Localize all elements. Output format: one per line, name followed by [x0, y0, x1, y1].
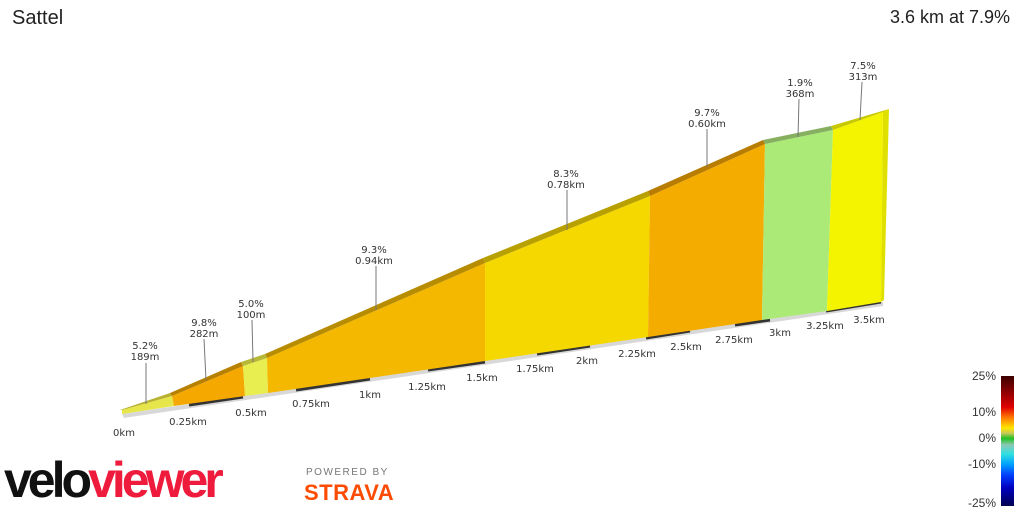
svg-text:2.75km: 2.75km	[715, 335, 753, 346]
svg-text:7.5%: 7.5%	[850, 61, 875, 72]
segment-7	[762, 130, 833, 320]
svg-text:3.25km: 3.25km	[806, 321, 844, 332]
svg-text:0.94km: 0.94km	[355, 256, 393, 267]
svg-text:0.75km: 0.75km	[292, 399, 330, 410]
svg-text:0.60km: 0.60km	[688, 119, 726, 130]
veloviewer-logo[interactable]: veloviewer	[4, 452, 224, 508]
svg-text:313m: 313m	[849, 72, 878, 83]
svg-text:1.9%: 1.9%	[787, 78, 812, 89]
svg-text:100m: 100m	[237, 310, 266, 321]
svg-text:8.3%: 8.3%	[553, 169, 578, 180]
svg-text:9.3%: 9.3%	[361, 245, 386, 256]
climb-title: Sattel	[12, 7, 64, 29]
svg-text:1.25km: 1.25km	[408, 382, 446, 393]
strava-logo[interactable]: STRAVA	[304, 480, 395, 505]
logo-viewer: viewer	[88, 452, 224, 508]
svg-text:3km: 3km	[769, 328, 791, 339]
gradient-color-scale	[1001, 376, 1014, 506]
svg-text:1.75km: 1.75km	[516, 364, 554, 375]
segment-4	[267, 263, 485, 393]
svg-text:3.5km: 3.5km	[853, 315, 884, 326]
powered-by-label: POWERED BY	[306, 467, 389, 478]
legend-label-max: 25%	[971, 369, 996, 383]
svg-text:9.8%: 9.8%	[191, 318, 216, 329]
svg-text:0.5km: 0.5km	[235, 408, 266, 419]
svg-text:2.5km: 2.5km	[670, 342, 701, 353]
segment-1	[122, 396, 174, 414]
legend-label-neg10: -10%	[967, 457, 996, 471]
svg-text:1km: 1km	[359, 390, 381, 401]
svg-text:368m: 368m	[786, 89, 815, 100]
segment-3	[243, 358, 268, 396]
svg-text:0.78km: 0.78km	[547, 180, 585, 191]
svg-text:5.2%: 5.2%	[132, 341, 157, 352]
svg-text:282m: 282m	[190, 329, 219, 340]
svg-text:2.25km: 2.25km	[618, 349, 656, 360]
segment-6	[648, 144, 765, 337]
climb-summary: 3.6 km at 7.9%	[889, 7, 1010, 27]
svg-text:1.5km: 1.5km	[466, 373, 497, 384]
svg-text:0.25km: 0.25km	[169, 417, 207, 428]
callout-lines	[145, 81, 863, 404]
legend-label-0: 0%	[978, 431, 996, 445]
segments	[122, 112, 883, 414]
gradient-legend: 25% 10% 0% -10% -25%	[960, 369, 1024, 512]
svg-text:5.0%: 5.0%	[238, 299, 263, 310]
segment-8	[827, 112, 883, 311]
svg-text:189m: 189m	[131, 352, 160, 363]
svg-text:9.7%: 9.7%	[694, 108, 719, 119]
logo-velo: velo	[4, 452, 92, 508]
segment-5	[485, 196, 650, 361]
segment-labels: 5.2% 189m 9.8% 282m 5.0% 100m 9.3% 0.94k…	[131, 61, 878, 363]
legend-label-min: -25%	[967, 496, 996, 510]
x-axis-labels: 0km 0.25km 0.5km 0.75km 1km 1.25km 1.5km…	[113, 315, 885, 439]
legend-label-10: 10%	[971, 405, 996, 419]
svg-text:2km: 2km	[576, 356, 598, 367]
svg-text:0km: 0km	[113, 428, 135, 439]
segment-2	[172, 366, 245, 406]
